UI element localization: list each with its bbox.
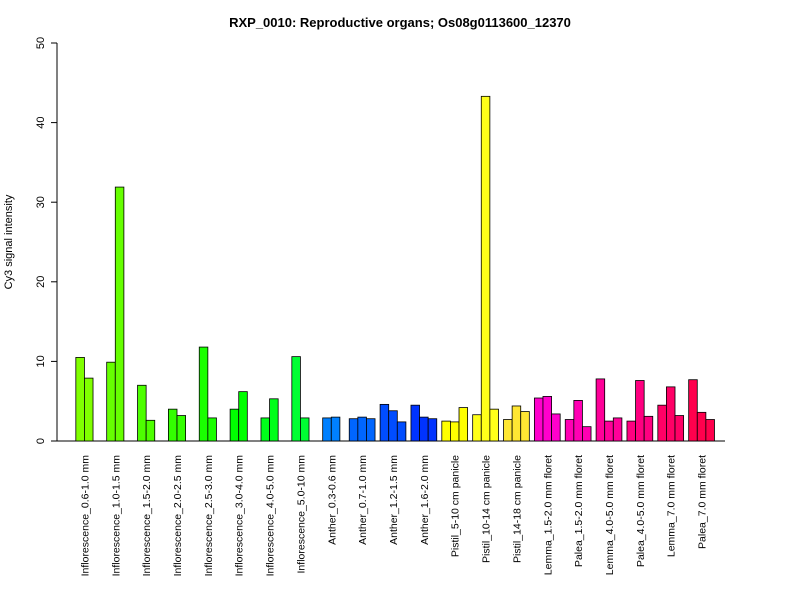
x-tick-label: Inflorescence_2.5-3.0 mm — [203, 455, 215, 577]
bar — [176, 415, 187, 442]
x-tick-label: Anther_1.6-2.0 mm — [419, 455, 431, 545]
bar — [84, 377, 94, 442]
bar — [229, 408, 240, 442]
bar — [542, 396, 552, 442]
x-tick-label: Pistil_14-18 cm panicle — [511, 455, 523, 563]
bar — [564, 419, 575, 442]
bar — [511, 405, 522, 442]
bar — [379, 403, 390, 442]
bar — [75, 357, 85, 442]
bar — [106, 361, 116, 442]
bar — [388, 410, 398, 442]
x-tick-label: Inflorescence_3.0-4.0 mm — [234, 455, 246, 577]
bar — [238, 391, 248, 442]
y-axis-label: Cy3 signal intensity — [3, 194, 15, 289]
y-tick-label: 0 — [35, 438, 47, 444]
x-tick-label: Lemma_7.0 mm floret — [666, 455, 678, 557]
bar — [696, 411, 707, 442]
bar — [366, 418, 376, 442]
bar — [450, 421, 460, 442]
x-tick-label: Pistil_10-14 cm panicle — [481, 455, 493, 563]
bar — [207, 417, 217, 442]
x-tick-label: Inflorescence_0.6-1.0 mm — [79, 455, 91, 577]
bar — [666, 386, 676, 442]
category-labels: Inflorescence_0.6-1.0 mm Inflorescence_1.… — [79, 455, 708, 577]
bar — [410, 404, 420, 442]
bar — [167, 408, 178, 442]
x-tick-label: Palea_1.5-2.0 mm floret — [573, 455, 585, 567]
bar — [573, 400, 583, 442]
bars — [75, 95, 715, 442]
y-tick-label: 50 — [35, 37, 47, 49]
bar — [643, 415, 654, 442]
bar — [612, 417, 623, 442]
x-tick-label: Inflorescence_4.0-5.0 mm — [265, 455, 277, 577]
bar — [551, 413, 561, 442]
x-tick-label: Anther_0.3-0.6 mm — [326, 455, 338, 545]
bar — [269, 398, 279, 442]
bar — [137, 384, 147, 442]
bar — [503, 419, 513, 442]
x-tick-label: Anther_0.7-1.0 mm — [357, 455, 369, 545]
bar — [419, 416, 429, 442]
bar — [145, 419, 156, 442]
bar — [427, 418, 438, 442]
bar — [582, 426, 592, 442]
bar — [688, 379, 698, 442]
bar — [674, 415, 685, 442]
bar — [322, 417, 332, 442]
bar — [300, 417, 310, 442]
bar — [260, 417, 270, 442]
bar — [489, 408, 499, 442]
x-tick-label: Lemma_4.0-5.0 mm floret — [604, 455, 616, 575]
y-tick-label: 30 — [35, 196, 47, 208]
bar — [357, 416, 367, 442]
bar — [635, 380, 645, 442]
bar — [441, 420, 451, 442]
bar — [480, 95, 491, 442]
bar — [595, 378, 606, 442]
x-tick-label: Lemma_1.5-2.0 mm floret — [542, 455, 554, 575]
bar — [348, 418, 359, 442]
x-tick-label: Inflorescence_1.5-2.0 mm — [141, 455, 153, 577]
bar — [533, 397, 544, 442]
bar — [472, 414, 482, 442]
bar — [330, 416, 341, 442]
bar — [198, 346, 209, 442]
y-tick-label: 20 — [35, 276, 47, 288]
bar — [657, 404, 667, 442]
x-tick-label: Palea_7.0 mm floret — [697, 455, 709, 549]
bar — [520, 411, 530, 442]
bar — [705, 419, 715, 442]
x-tick-label: Palea_4.0-5.0 mm floret — [635, 455, 647, 567]
x-tick-label: Inflorescence_2.0-2.5 mm — [172, 455, 184, 577]
bar — [458, 407, 469, 442]
y-axis: 0 10 20 30 40 50 — [35, 37, 58, 444]
bar — [114, 186, 125, 442]
bar — [604, 420, 614, 442]
bar — [626, 420, 636, 442]
bar — [396, 421, 407, 442]
y-tick-label: 10 — [35, 355, 47, 367]
x-tick-label: Pistil_5-10 cm panicle — [450, 455, 462, 557]
x-tick-label: Inflorescence_5.0-10 mm — [295, 455, 307, 574]
bar — [291, 356, 301, 442]
y-tick-label: 40 — [35, 116, 47, 128]
x-tick-label: Anther_1.2-1.5 mm — [388, 455, 400, 545]
chart-title: RXP_0010: Reproductive organs; Os08g0113… — [229, 15, 571, 30]
x-tick-label: Inflorescence_1.0-1.5 mm — [110, 455, 122, 577]
